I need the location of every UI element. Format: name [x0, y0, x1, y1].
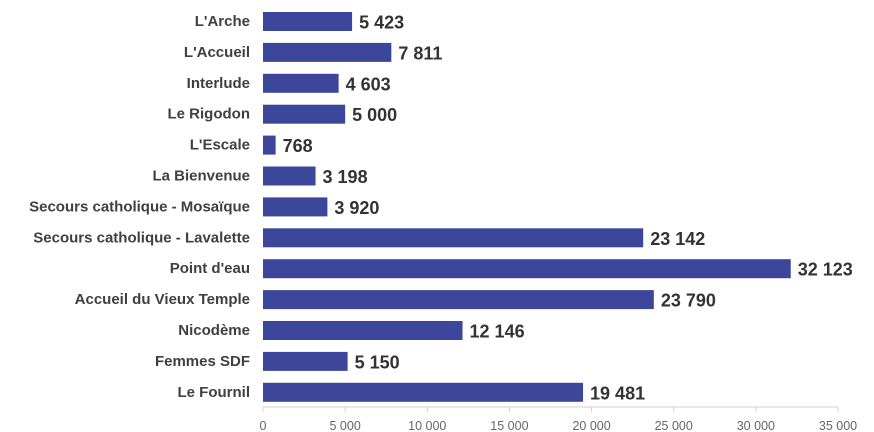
- value-label: 5 000: [352, 105, 397, 125]
- value-labels-group: 5 423 7 811 4 603 5 000 768 3 198 3 920 23 142 3…: [283, 13, 853, 404]
- x-tick-label: 0: [260, 419, 267, 432]
- value-label: 5 423: [359, 13, 404, 33]
- value-label: 5 150: [355, 352, 400, 372]
- category-label: L'Accueil: [184, 44, 250, 61]
- category-label: Secours catholique - Lavalette: [33, 229, 250, 246]
- value-label: 4 603: [346, 74, 391, 94]
- value-label: 768: [283, 136, 313, 156]
- category-label: Secours catholique - Mosaïque: [29, 198, 250, 215]
- value-label: 19 481: [590, 383, 645, 403]
- bar-8: [263, 259, 791, 279]
- bar-10: [263, 321, 463, 340]
- bar-5: [263, 166, 316, 186]
- category-label: L'Escale: [190, 137, 250, 154]
- value-label: 3 920: [334, 198, 379, 218]
- x-tick-label: 10 000: [408, 419, 446, 432]
- category-label: L'Arche: [195, 13, 250, 30]
- bar-4: [263, 135, 276, 155]
- category-label: La Bienvenue: [152, 168, 250, 185]
- x-tick-label: 15 000: [490, 419, 528, 432]
- category-label: Le Rigodon: [168, 106, 251, 123]
- x-tick-label: 35 000: [819, 419, 857, 432]
- bar-0: [263, 12, 353, 31]
- value-label: 23 790: [661, 291, 716, 311]
- bar-1: [263, 42, 392, 62]
- bar-2: [263, 73, 339, 93]
- x-tick-label: 25 000: [655, 419, 693, 432]
- bar-12: [263, 382, 584, 402]
- value-label: 7 811: [398, 43, 442, 63]
- value-label: 23 142: [650, 229, 705, 249]
- category-label: Point d'eau: [170, 260, 250, 277]
- x-tick-label: 5 000: [330, 419, 361, 432]
- value-label: 12 146: [470, 322, 525, 342]
- bar-7: [263, 228, 644, 248]
- x-ticks-group: 0 5 000 10 000 15 000 20 000 25 000 30 000 35 0…: [260, 407, 857, 432]
- bars-group: [263, 12, 791, 402]
- category-label: Nicodème: [178, 322, 250, 339]
- category-label: Femmes SDF: [155, 353, 250, 370]
- category-labels-group: L'Arche L'Accueil Interlude Le Rigodon L'Esc…: [29, 13, 250, 401]
- bar-11: [263, 351, 348, 371]
- value-label: 32 123: [798, 260, 853, 280]
- category-label: Le Fournil: [178, 384, 251, 401]
- x-tick-label: 30 000: [737, 419, 775, 432]
- category-label: Accueil du Vieux Temple: [75, 291, 250, 308]
- bar-3: [263, 104, 346, 124]
- bar-6: [263, 197, 328, 217]
- category-label: Interlude: [187, 75, 250, 92]
- x-tick-label: 20 000: [572, 419, 610, 432]
- bar-9: [263, 290, 654, 310]
- value-label: 3 198: [323, 167, 368, 187]
